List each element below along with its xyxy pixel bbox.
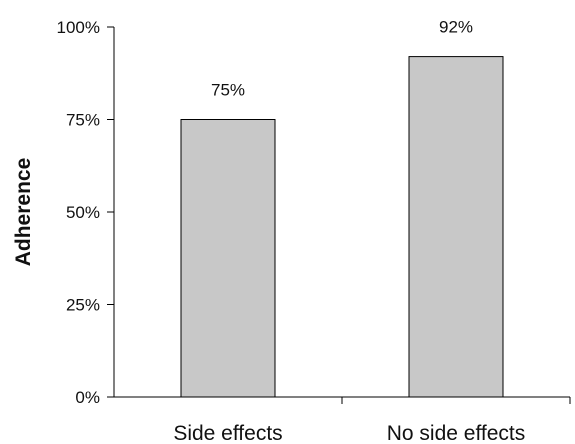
y-axis-title: Adherence xyxy=(12,158,35,267)
x-category-label: No side effects xyxy=(387,422,526,444)
y-tick-label: 50% xyxy=(66,203,100,222)
bar xyxy=(408,56,504,398)
x-category-label: Side effects xyxy=(173,422,282,444)
bar xyxy=(180,119,276,398)
y-tick-label: 0% xyxy=(75,388,100,407)
plot-area: 0% 25% 50% 75% 100% 75% Side effects 92% No side… xyxy=(57,18,571,444)
data-label: 92% xyxy=(439,18,473,37)
y-tick-label: 75% xyxy=(66,111,100,130)
data-label: 75% xyxy=(211,81,245,100)
y-tick-label: 25% xyxy=(66,296,100,315)
y-tick-label: 100% xyxy=(57,18,100,37)
